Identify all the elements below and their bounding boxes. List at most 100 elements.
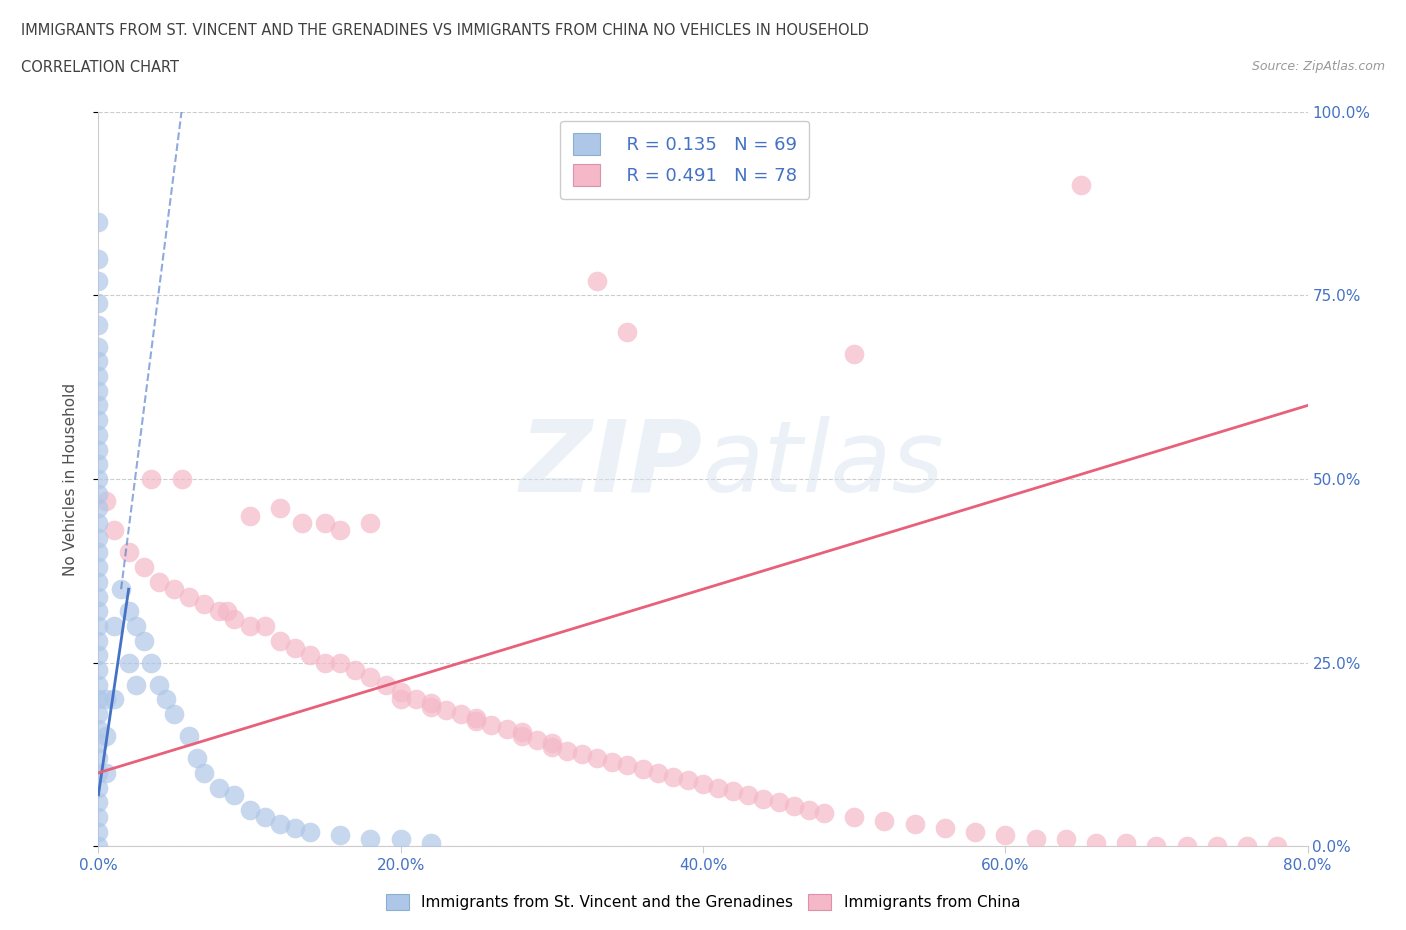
Point bbox=[269, 633, 291, 648]
Point bbox=[420, 696, 443, 711]
Point bbox=[1236, 839, 1258, 854]
Point bbox=[87, 368, 110, 383]
Point bbox=[616, 758, 638, 773]
Point bbox=[87, 795, 110, 810]
Point bbox=[360, 670, 382, 684]
Point bbox=[87, 707, 110, 722]
Point bbox=[132, 633, 155, 648]
Point bbox=[132, 560, 155, 575]
Point bbox=[110, 582, 132, 597]
Point bbox=[434, 703, 457, 718]
Point bbox=[360, 831, 382, 846]
Point bbox=[163, 582, 186, 597]
Point bbox=[389, 684, 412, 699]
Point bbox=[87, 530, 110, 545]
Point bbox=[208, 780, 231, 795]
Point bbox=[141, 472, 163, 486]
Point bbox=[103, 692, 125, 707]
Point bbox=[87, 736, 110, 751]
Point bbox=[269, 817, 291, 831]
Point bbox=[1267, 839, 1289, 854]
Point bbox=[87, 457, 110, 472]
Point bbox=[299, 824, 322, 839]
Point bbox=[87, 589, 110, 604]
Point bbox=[224, 611, 246, 626]
Point bbox=[193, 765, 215, 780]
Point bbox=[87, 575, 110, 590]
Point bbox=[155, 692, 177, 707]
Point bbox=[844, 347, 866, 362]
Point bbox=[87, 442, 110, 457]
Point bbox=[87, 545, 110, 560]
Point bbox=[87, 472, 110, 486]
Point bbox=[94, 765, 117, 780]
Point bbox=[904, 817, 927, 831]
Point bbox=[783, 799, 806, 814]
Point bbox=[239, 508, 262, 523]
Point bbox=[103, 523, 125, 538]
Point bbox=[118, 604, 141, 618]
Point bbox=[94, 692, 117, 707]
Point bbox=[465, 711, 488, 725]
Point bbox=[87, 398, 110, 413]
Point bbox=[314, 656, 336, 671]
Text: ZIP: ZIP bbox=[520, 416, 703, 512]
Point bbox=[87, 251, 110, 266]
Point bbox=[284, 641, 307, 656]
Point bbox=[586, 751, 609, 765]
Point bbox=[125, 618, 148, 633]
Text: IMMIGRANTS FROM ST. VINCENT AND THE GRENADINES VS IMMIGRANTS FROM CHINA NO VEHIC: IMMIGRANTS FROM ST. VINCENT AND THE GREN… bbox=[21, 23, 869, 38]
Point bbox=[87, 765, 110, 780]
Point bbox=[253, 809, 276, 824]
Point bbox=[103, 618, 125, 633]
Point bbox=[239, 802, 262, 817]
Point bbox=[873, 813, 896, 828]
Point bbox=[87, 339, 110, 354]
Point bbox=[495, 722, 517, 737]
Point bbox=[510, 729, 533, 744]
Point bbox=[510, 725, 533, 740]
Point bbox=[737, 788, 759, 803]
Point bbox=[647, 765, 669, 780]
Point bbox=[125, 677, 148, 692]
Point bbox=[752, 791, 775, 806]
Point bbox=[284, 820, 307, 835]
Point bbox=[87, 413, 110, 428]
Point bbox=[481, 718, 503, 733]
Point bbox=[813, 805, 835, 820]
Point bbox=[692, 777, 714, 791]
Point bbox=[118, 656, 141, 671]
Point bbox=[224, 788, 246, 803]
Point bbox=[1146, 839, 1168, 854]
Point bbox=[87, 273, 110, 288]
Point bbox=[420, 699, 443, 714]
Point bbox=[94, 494, 117, 509]
Point bbox=[87, 751, 110, 765]
Point bbox=[141, 656, 163, 671]
Point bbox=[163, 707, 186, 722]
Point bbox=[1024, 831, 1046, 846]
Point bbox=[1085, 835, 1108, 850]
Point bbox=[269, 501, 291, 516]
Point bbox=[965, 824, 987, 839]
Point bbox=[934, 820, 956, 835]
Point bbox=[87, 383, 110, 398]
Point bbox=[87, 780, 110, 795]
Point bbox=[87, 633, 110, 648]
Point bbox=[314, 515, 336, 530]
Point bbox=[87, 354, 110, 369]
Point bbox=[87, 677, 110, 692]
Point bbox=[723, 784, 745, 799]
Text: Source: ZipAtlas.com: Source: ZipAtlas.com bbox=[1251, 60, 1385, 73]
Point bbox=[215, 604, 238, 618]
Point bbox=[768, 795, 790, 810]
Point bbox=[148, 677, 170, 692]
Point bbox=[87, 824, 110, 839]
Point bbox=[450, 707, 472, 722]
Point bbox=[299, 648, 322, 663]
Point bbox=[239, 618, 262, 633]
Point bbox=[389, 692, 412, 707]
Point bbox=[602, 754, 624, 769]
Point bbox=[1175, 839, 1198, 854]
Point bbox=[170, 472, 193, 486]
